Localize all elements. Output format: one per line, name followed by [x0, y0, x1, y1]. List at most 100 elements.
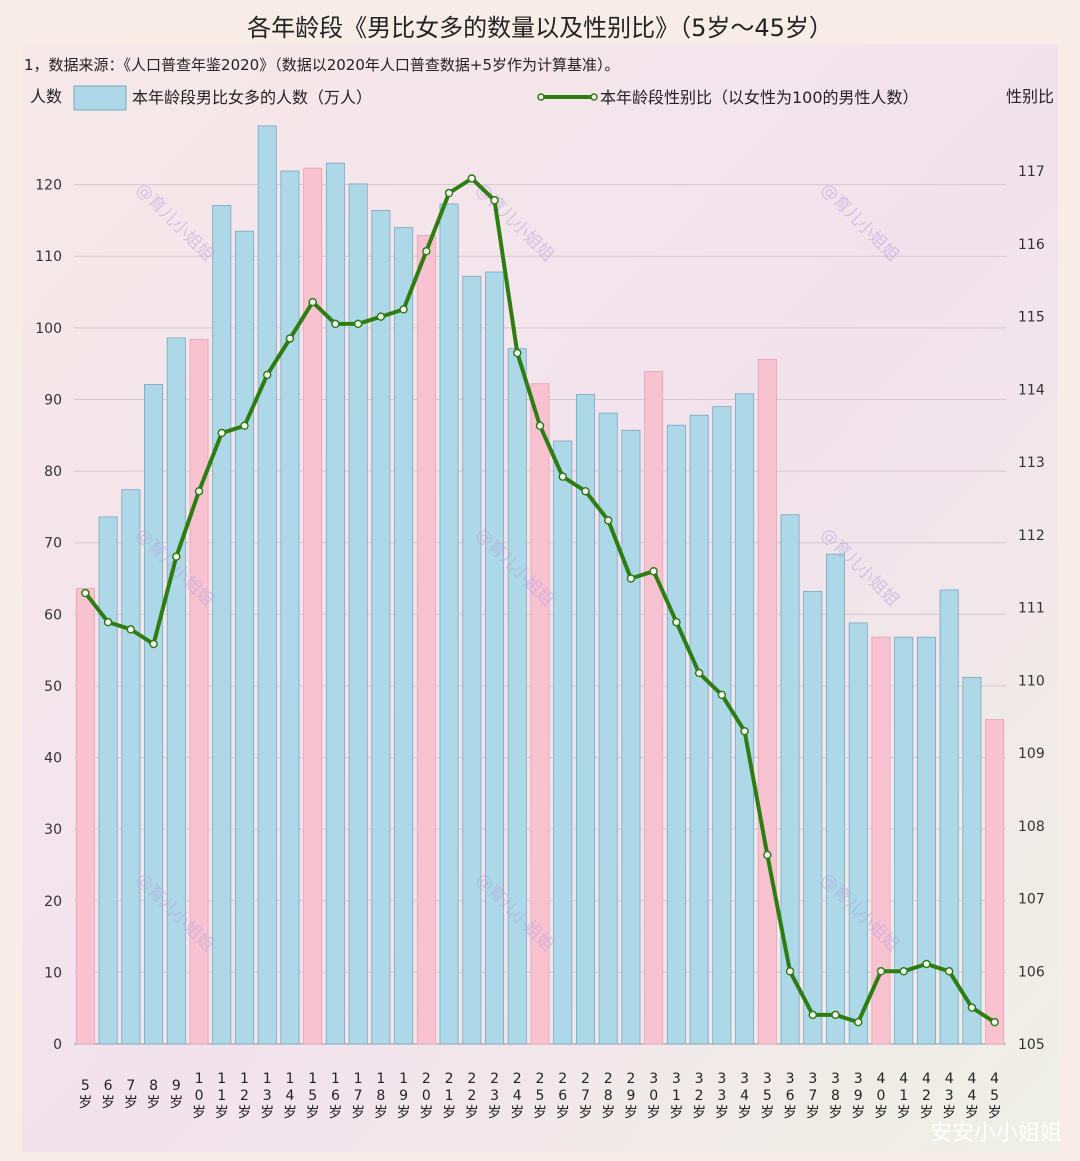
- sex-ratio-point: [103, 617, 113, 627]
- sex-ratio-point: [81, 588, 90, 598]
- sex-ratio-point: [353, 319, 363, 329]
- sex-ratio-point: [672, 617, 681, 627]
- left-tick-label: 100: [35, 321, 62, 337]
- sex-ratio-point: [990, 1017, 999, 1027]
- sex-ratio-point: [603, 516, 613, 525]
- bar: [780, 514, 800, 1045]
- sex-ratio-point: [490, 196, 499, 205]
- sex-ratio-point: [262, 370, 272, 380]
- sex-ratio-point: [558, 472, 567, 481]
- bar: [325, 162, 345, 1045]
- left-tick-label: 110: [35, 249, 62, 265]
- sex-ratio-point: [149, 639, 158, 649]
- bars: [75, 125, 1005, 1045]
- x-axis-ticks: 5 岁 6 岁 7 岁 8 岁9 岁 1 0 岁 1 1 岁 1 2 岁 1 3 岁 1 4 岁 1 5 岁 1 6 岁 1 7 岁 1 8 岁 1 9 岁…: [78, 1071, 1001, 1121]
- bar: [826, 553, 846, 1045]
- bar: [530, 383, 550, 1045]
- left-tick-label: 80: [44, 464, 62, 480]
- right-tick-label: 113: [1018, 455, 1045, 471]
- sex-ratio-point: [831, 1010, 840, 1020]
- right-tick-label: 110: [1018, 673, 1045, 689]
- sex-ratio-point: [444, 188, 454, 198]
- right-tick-label: 107: [1018, 892, 1045, 908]
- left-tick-label: 40: [44, 751, 62, 767]
- bar: [848, 622, 868, 1045]
- sex-ratio-point: [535, 421, 545, 431]
- left-tick-label: 60: [44, 607, 62, 623]
- bar: [985, 719, 1005, 1045]
- sex-ratio-point: [922, 959, 931, 969]
- sex-ratio-point: [626, 574, 636, 583]
- sex-ratio-point: [944, 967, 954, 976]
- sex-ratio-point: [308, 297, 317, 307]
- legend: 本年龄段男比女多的人数（万人） 本年龄段性别比（以女性为100的男性人数）: [73, 85, 919, 111]
- bar: [371, 209, 391, 1045]
- bar: [712, 406, 732, 1045]
- bar: [871, 636, 891, 1045]
- bar: [394, 227, 414, 1045]
- bar: [598, 412, 618, 1045]
- sex-ratio-point: [853, 1017, 863, 1027]
- bar: [803, 590, 823, 1045]
- sex-ratio-point: [217, 428, 227, 438]
- sex-ratio-point: [899, 967, 908, 976]
- right-tick-label: 111: [1018, 601, 1045, 617]
- bar: [644, 371, 664, 1045]
- bar: [280, 170, 300, 1045]
- right-tick-label: 106: [1018, 964, 1045, 980]
- left-tick-label: 10: [44, 965, 62, 981]
- left-tick-label: 0: [53, 1037, 62, 1053]
- sex-ratio-point: [717, 690, 727, 700]
- source-note: 1，数据来源：《人口普查年鉴2020》（数据以2020年人口普查数据+5岁作为计…: [24, 56, 620, 74]
- bar: [234, 230, 254, 1045]
- bar: [962, 676, 982, 1045]
- sex-ratio-point: [740, 726, 749, 736]
- bar: [621, 429, 641, 1045]
- right-tick-label: 114: [1018, 382, 1045, 398]
- corner-watermark: 安安小小姐姐: [930, 1121, 1062, 1146]
- sex-ratio-point: [240, 421, 249, 431]
- bar: [98, 516, 118, 1045]
- sex-ratio-point: [376, 312, 386, 321]
- sex-ratio-point: [694, 668, 704, 678]
- sex-ratio-point: [785, 967, 795, 976]
- bar: [75, 588, 95, 1045]
- bar: [894, 636, 914, 1045]
- legend-line-marker-right: [590, 93, 598, 101]
- bar: [189, 338, 209, 1045]
- left-tick-label: 50: [44, 679, 62, 695]
- right-axis-label: 性别比: [1006, 87, 1054, 106]
